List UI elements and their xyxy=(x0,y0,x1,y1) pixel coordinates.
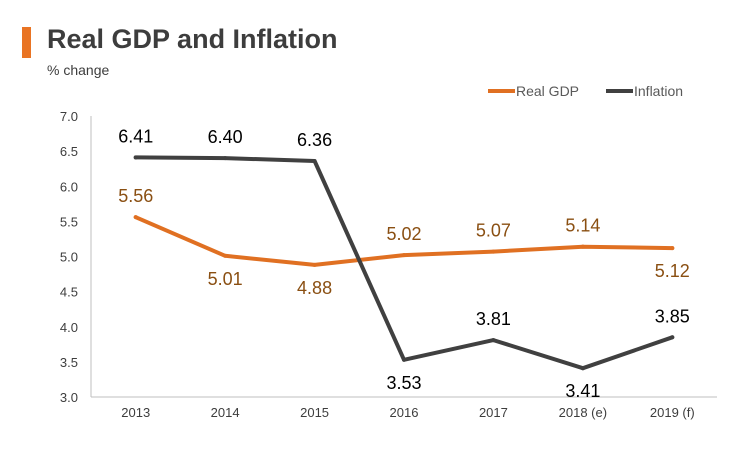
inflation-data-label: 6.36 xyxy=(297,130,332,150)
y-tick-label: 3.0 xyxy=(60,390,78,405)
real-gdp-point xyxy=(402,253,406,258)
legend-label-real-gdp: Real GDP xyxy=(516,83,579,99)
real-gdp-data-label: 5.07 xyxy=(476,221,511,241)
real-gdp-data-label: 4.88 xyxy=(297,278,332,298)
legend-label-inflation: Inflation xyxy=(634,83,683,99)
x-tick-label: 2013 xyxy=(121,405,150,420)
inflation-data-label: 3.85 xyxy=(655,306,690,326)
inflation-point xyxy=(312,158,317,163)
x-tick-label: 2014 xyxy=(211,405,240,420)
inflation-point xyxy=(133,155,138,160)
x-tick-label: 2017 xyxy=(479,405,508,420)
x-tick-label: 2019 (f) xyxy=(650,405,695,420)
inflation-data-label: 3.81 xyxy=(476,309,511,329)
inflation-data-label: 6.40 xyxy=(208,127,243,147)
real-gdp-data-label: 5.14 xyxy=(565,216,600,236)
real-gdp-data-label: 5.56 xyxy=(118,186,153,206)
chart-title: Real GDP and Inflation xyxy=(47,24,338,54)
inflation-data-label: 3.41 xyxy=(565,381,600,401)
real-gdp-point xyxy=(580,244,585,249)
title-accent-bar xyxy=(22,27,31,58)
inflation-point xyxy=(580,366,585,371)
y-tick-label: 5.0 xyxy=(60,250,78,265)
real-gdp-point xyxy=(312,262,317,267)
x-tick-label: 2016 xyxy=(390,405,419,420)
inflation-line xyxy=(133,155,675,371)
y-tick-label: 6.0 xyxy=(60,179,78,194)
real-gdp-data-label: 5.01 xyxy=(208,269,243,289)
chart-subtitle: % change xyxy=(47,62,110,78)
x-tick-label: 2015 xyxy=(300,405,329,420)
y-tick-label: 3.5 xyxy=(60,355,78,370)
y-tick-label: 6.5 xyxy=(60,144,78,159)
inflation-point xyxy=(670,335,675,340)
real-gdp-point xyxy=(491,249,496,254)
real-gdp-point xyxy=(133,215,138,220)
real-gdp-point xyxy=(670,246,675,251)
real-gdp-data-label: 5.02 xyxy=(386,224,421,244)
y-tick-label: 7.0 xyxy=(60,109,78,124)
x-tick-label: 2018 (e) xyxy=(559,405,607,420)
y-tick-label: 4.0 xyxy=(60,320,78,335)
inflation-data-label: 3.53 xyxy=(386,373,421,393)
y-tick-label: 4.5 xyxy=(60,285,78,300)
inflation-point xyxy=(491,338,496,343)
real-gdp-point xyxy=(223,253,228,258)
y-tick-label: 5.5 xyxy=(60,214,78,229)
inflation-point xyxy=(402,357,406,362)
real-gdp-data-label: 5.12 xyxy=(655,261,690,281)
inflation-data-label: 6.41 xyxy=(118,126,153,146)
inflation-point xyxy=(223,156,228,161)
